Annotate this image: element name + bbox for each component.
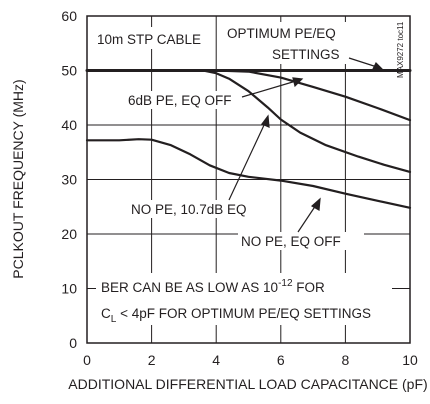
nope-eq-label: NO PE, 10.7dB EQ xyxy=(131,202,247,217)
optimum-label-line1: OPTIMUM PE/EQ xyxy=(227,26,336,41)
nope-eq-label-bg xyxy=(128,200,264,218)
x-tick-labels: 0 2 4 6 8 10 xyxy=(83,352,418,368)
ber-note-rest: < 4pF FOR OPTIMUM PE/EQ SETTINGS xyxy=(116,306,371,321)
ber-note-sub: L xyxy=(111,314,117,325)
ber-note-line1: BER CAN BE AS LOW AS 10-12 FOR xyxy=(101,278,325,295)
x-tick-label: 10 xyxy=(402,352,418,368)
nope-eq-arrow-head xyxy=(261,114,270,128)
y-tick-label: 30 xyxy=(61,172,77,188)
y-axis-label: PCLKOUT FREQUENCY (MHz) xyxy=(10,79,26,278)
nope-eqoff-arrow-head xyxy=(310,197,321,211)
nope-eqoff-label-bg xyxy=(238,232,364,250)
nope-eqoff-label: NO PE, EQ OFF xyxy=(241,234,341,249)
y-tick-label: 20 xyxy=(61,226,77,242)
x-tick-label: 0 xyxy=(83,352,91,368)
pe6-label-bg xyxy=(125,91,243,109)
figure-code: MAX9272 toc11 xyxy=(396,21,405,78)
cable-label-bg xyxy=(93,27,211,49)
x-axis-label: ADDITIONAL DIFFERENTIAL LOAD CAPACITANCE… xyxy=(68,376,427,392)
ber-note-exponent: -12 xyxy=(278,278,293,289)
cable-label: 10m STP CABLE xyxy=(97,32,201,47)
pe6-label: 6dB PE, EQ OFF xyxy=(128,93,232,108)
y-tick-label: 60 xyxy=(61,8,77,24)
pe6-arrow-line xyxy=(241,80,297,98)
nope-eq-arrow-line xyxy=(228,122,266,201)
y-tick-label: 0 xyxy=(69,335,77,351)
optimum-arrow-line xyxy=(348,57,378,68)
ber-note-bg xyxy=(96,273,392,325)
ber-note-suffix: FOR xyxy=(293,280,325,295)
ber-note-prefix: BER CAN BE AS LOW AS 10 xyxy=(101,280,278,295)
y-tick-labels: 0 10 20 30 40 50 60 xyxy=(61,8,77,351)
callout-arrows xyxy=(228,57,384,233)
optimum-label-bg xyxy=(225,22,385,64)
x-tick-label: 2 xyxy=(148,352,156,368)
optimum-arrow-head xyxy=(372,61,384,70)
optimum-label-line2: SETTINGS xyxy=(272,47,340,62)
ber-note-c: C xyxy=(101,306,111,321)
y-tick-label: 50 xyxy=(61,63,77,79)
y-tick-label: 40 xyxy=(61,117,77,133)
x-tick-label: 8 xyxy=(342,352,350,368)
series-line-3 xyxy=(202,69,412,173)
ber-note-line2: CL < 4pF FOR OPTIMUM PE/EQ SETTINGS xyxy=(101,306,371,325)
x-tick-label: 6 xyxy=(277,352,285,368)
series-line-4 xyxy=(85,138,412,209)
y-tick-label: 10 xyxy=(61,281,77,297)
pe6-arrow-head xyxy=(292,77,304,88)
x-tick-label: 4 xyxy=(212,352,220,368)
nope-eqoff-arrow-line xyxy=(297,204,317,233)
